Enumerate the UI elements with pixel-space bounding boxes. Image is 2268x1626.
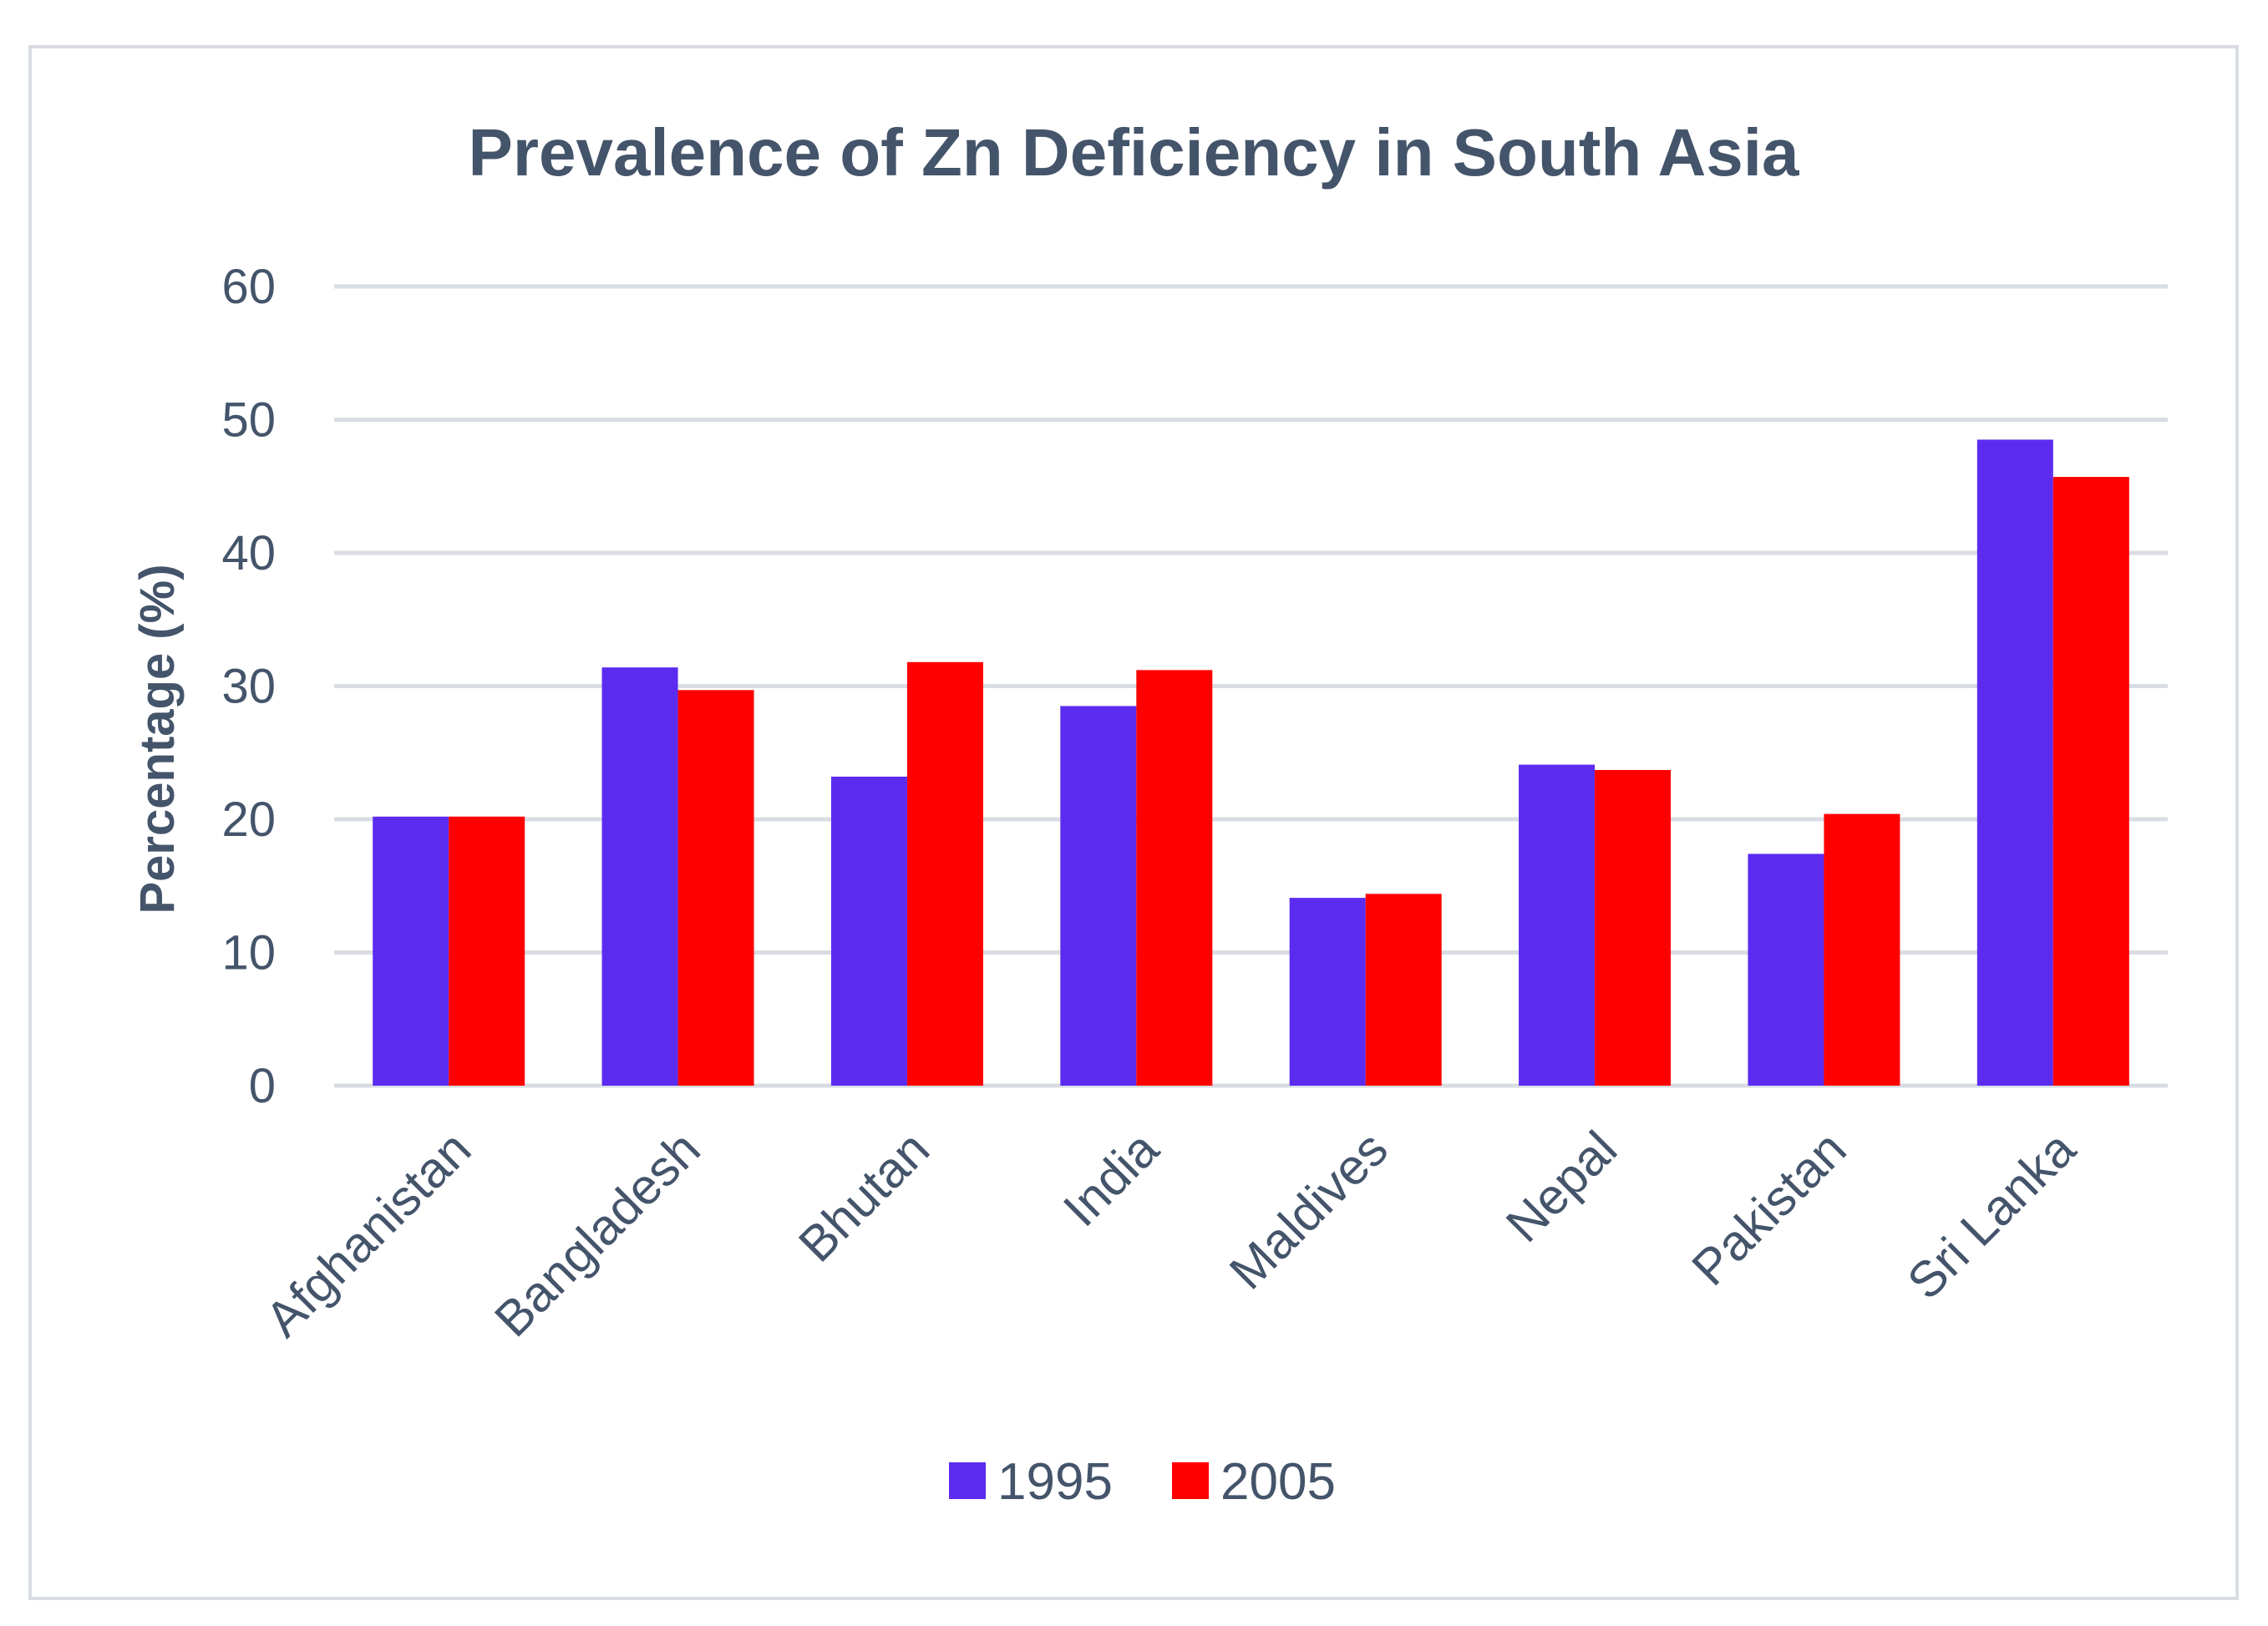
bar-2005-bangladesh [677,690,754,1086]
x-tick-label: Bangladesh [484,1121,710,1347]
y-axis-label: Percentage (%) [130,564,185,914]
y-axis-ticks: 0 10 20 30 40 50 60 [221,260,276,1113]
bar-2005-pakistan [1824,813,1900,1086]
x-tick-label: Afghanistan [255,1121,481,1347]
bar-2005-sri-lanka [2052,477,2129,1086]
bar-1995-afghanistan [373,816,449,1086]
bar-2005-maldives [1365,894,1442,1086]
x-tick-label: Maldives [1219,1121,1398,1300]
bar-2005-nepal [1595,769,1672,1086]
bar-1995-bangladesh [601,667,678,1086]
x-tick-label: Pakistan [1682,1121,1857,1296]
legend-label-2005: 2005 [1220,1453,1336,1511]
bar-2005-afghanistan [449,816,525,1086]
bars [373,439,2129,1086]
x-tick-label: Nepal [1495,1121,1627,1253]
bar-1995-maldives [1289,898,1366,1086]
y-tick-label: 50 [221,393,276,448]
y-tick-label: 20 [221,793,276,847]
bar-1995-india [1060,706,1137,1086]
legend-label-1995: 1995 [997,1453,1113,1511]
x-tick-label: India [1053,1120,1170,1237]
x-axis-ticks: Afghanistan Bangladesh Bhutan India Maldives… [255,1120,2087,1347]
bar-1995-nepal [1519,764,1596,1086]
bar-2005-india [1136,670,1213,1086]
bar-2005-bhutan [906,661,983,1086]
x-tick-label: Bhutan [788,1121,940,1273]
y-tick-label: 30 [221,660,276,714]
x-tick-label: Sri Lanka [1896,1120,2086,1309]
legend: 1995 2005 [949,1453,1336,1511]
chart-title: Prevalence of Zn Deficiency in South Asi… [468,115,1799,190]
y-tick-label: 60 [221,260,276,314]
legend-swatch-2005 [1172,1462,1209,1499]
bar-1995-bhutan [830,776,907,1086]
legend-swatch-1995 [949,1462,986,1499]
y-tick-label: 0 [249,1059,276,1113]
y-tick-label: 10 [221,926,276,980]
bar-1995-sri-lanka [1976,439,2053,1086]
bar-1995-pakistan [1748,854,1824,1086]
y-tick-label: 40 [221,526,276,580]
